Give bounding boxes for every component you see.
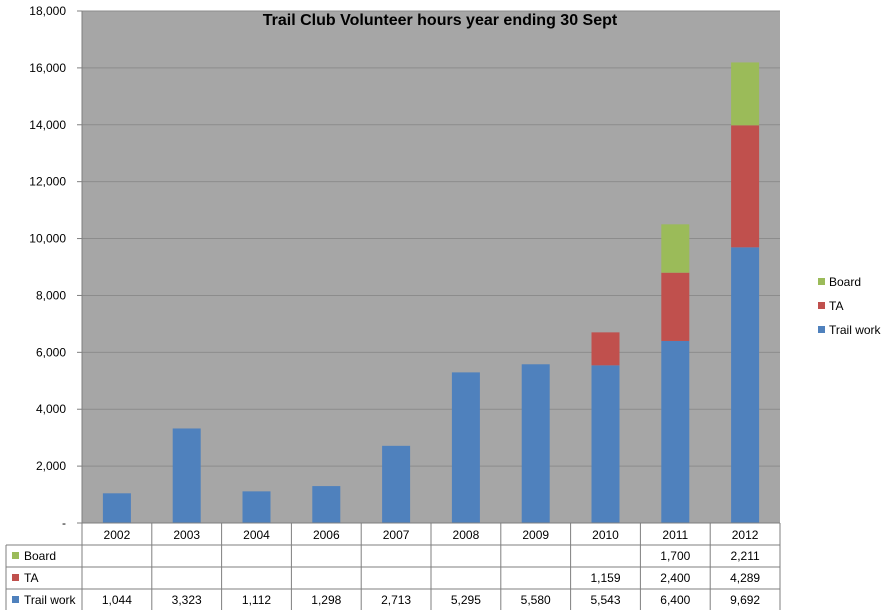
- y-tick-label: 16,000: [29, 61, 66, 75]
- bar-trail-work-2008: [451, 372, 480, 523]
- y-tick-label: 6,000: [36, 345, 66, 359]
- data-label: 2,713: [381, 593, 411, 607]
- x-tick-label: 2007: [383, 528, 410, 542]
- data-label: 1,112: [242, 593, 271, 607]
- bar-trail-work-2002: [102, 493, 131, 523]
- data-label: 2,400: [660, 571, 690, 585]
- x-tick-label: 2003: [173, 528, 200, 542]
- y-tick-label: 18,000: [29, 4, 66, 18]
- data-label: 1,159: [590, 571, 620, 585]
- data-label: 6,400: [660, 593, 690, 607]
- data-label: 1,298: [311, 593, 341, 607]
- x-tick-label: 2009: [522, 528, 549, 542]
- legend-key: [818, 278, 825, 285]
- bar-trail-work-2004: [242, 491, 271, 523]
- legend-label: Board: [829, 275, 861, 289]
- bar-ta-2010: [591, 332, 620, 366]
- bar-trail-work-2010: [591, 365, 620, 523]
- x-tick-label: 2010: [592, 528, 619, 542]
- bar-trail-work-2003: [172, 428, 201, 523]
- x-tick-label: 2008: [453, 528, 480, 542]
- bar-trail-work-2009: [521, 364, 550, 523]
- data-label: 3,323: [172, 593, 202, 607]
- y-tick-label: 8,000: [36, 288, 66, 302]
- data-label: 9,692: [730, 593, 760, 607]
- table-legend-key: [12, 552, 19, 559]
- data-label: 5,580: [521, 593, 551, 607]
- y-tick-label: 4,000: [36, 402, 66, 416]
- y-tick-label: -: [62, 516, 66, 530]
- y-axis: - 2,000 4,000 6,000 8,000 10,000 12,000 14,000 1…: [29, 4, 83, 530]
- data-table: 2002 2003 2004 2006 2007 2008 2009 2010 2011 2012…: [5, 522, 781, 610]
- y-tick-label: 10,000: [29, 232, 66, 246]
- data-label: 2,211: [731, 549, 760, 563]
- x-tick-label: 2002: [104, 528, 131, 542]
- table-row-label: Trail work: [24, 593, 77, 607]
- x-tick-label: 2011: [662, 528, 688, 542]
- bar-board-2011: [661, 224, 690, 273]
- bar-ta-2011: [661, 272, 690, 341]
- data-label: 1,700: [660, 549, 690, 563]
- legend: Board TA Trail work: [818, 275, 882, 337]
- bar-trail-work-2011: [661, 340, 690, 523]
- data-label: 1,044: [102, 593, 132, 607]
- bar-trail-work-2007: [382, 445, 411, 523]
- table-row-label: TA: [24, 571, 38, 585]
- table-legend-key: [12, 596, 19, 603]
- y-tick-label: 2,000: [36, 459, 66, 473]
- data-label: 5,543: [590, 593, 620, 607]
- data-label: 4,289: [730, 571, 760, 585]
- y-tick-label: 12,000: [29, 175, 66, 189]
- table-row-label: Board: [24, 549, 56, 563]
- bars: [102, 62, 760, 523]
- bar-ta-2012: [731, 125, 760, 248]
- legend-label: TA: [829, 299, 843, 313]
- x-tick-label: 2012: [732, 528, 759, 542]
- chart-title: Trail Club Volunteer hours year ending 3…: [263, 12, 618, 29]
- bar-trail-work-2012: [731, 247, 760, 523]
- legend-label: Trail work: [829, 323, 882, 337]
- bar-board-2012: [731, 62, 760, 126]
- x-tick-label: 2004: [243, 528, 270, 542]
- y-tick-label: 14,000: [29, 118, 66, 132]
- data-label: 5,295: [451, 593, 481, 607]
- table-legend-key: [12, 574, 19, 581]
- x-tick-label: 2006: [313, 528, 340, 542]
- legend-key: [818, 326, 825, 333]
- legend-key: [818, 302, 825, 309]
- bar-trail-work-2006: [312, 486, 341, 523]
